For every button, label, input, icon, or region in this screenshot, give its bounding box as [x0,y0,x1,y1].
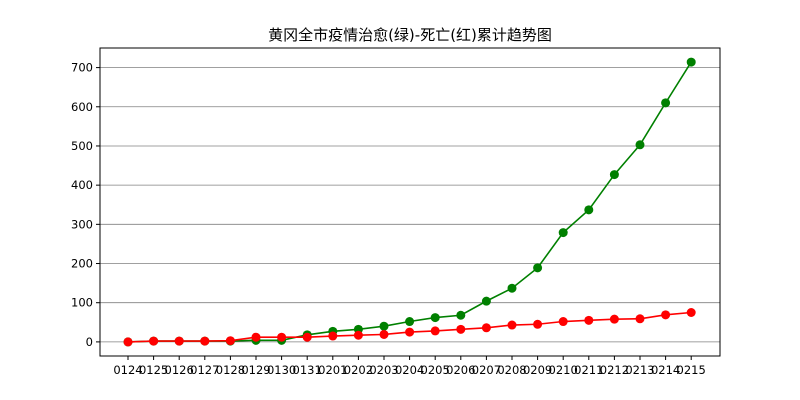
x-tick-label-0206: 0206 [446,363,475,377]
data-point-1-0131 [302,332,312,342]
data-point-1-0125 [149,336,159,346]
x-tick-label-0131: 0131 [293,363,322,377]
data-point-0-0213 [635,140,645,150]
x-tick-label-0205: 0205 [421,363,450,377]
x-tick-label-0210: 0210 [549,363,578,377]
data-point-1-0201 [328,331,338,341]
data-point-0-0211 [584,205,594,215]
x-tick-label-0208: 0208 [497,363,526,377]
x-axis: 0124012501260127012801290130013102010202… [113,356,706,377]
x-tick-label-0124: 0124 [113,363,142,377]
x-tick-label-0211: 0211 [574,363,603,377]
data-point-1-0209 [533,319,543,329]
chart-title: 黄冈全市疫情治愈(绿)-死亡(红)累计趋势图 [268,26,552,44]
x-tick-label-0209: 0209 [523,363,552,377]
x-tick-label-0214: 0214 [651,363,680,377]
data-point-1-0212 [609,314,619,324]
x-tick-label-0125: 0125 [139,363,168,377]
series-1 [123,308,696,347]
y-tick-label-400: 400 [71,178,93,192]
x-tick-label-0215: 0215 [677,363,706,377]
data-point-1-0124 [123,337,133,347]
plot-frame [99,47,721,357]
y-tick-label-100: 100 [71,296,93,310]
x-tick-label-0203: 0203 [369,363,398,377]
data-point-1-0208 [507,320,517,330]
data-point-0-0207 [481,296,491,306]
data-point-0-0214 [661,98,671,108]
data-point-1-0213 [635,314,645,324]
y-tick-label-0: 0 [86,335,93,349]
x-tick-label-0129: 0129 [241,363,270,377]
data-point-1-0130 [277,332,287,342]
x-tick-label-0213: 0213 [625,363,654,377]
data-point-1-0211 [584,315,594,325]
data-point-1-0206 [456,324,466,334]
axes [99,47,721,357]
data-point-1-0204 [405,327,415,337]
x-tick-label-0201: 0201 [318,363,347,377]
y-tick-label-600: 600 [71,100,93,114]
data-point-1-0128 [225,336,235,346]
data-point-1-0210 [558,317,568,327]
data-point-0-0203 [379,321,389,331]
data-point-1-0126 [174,336,184,346]
data-point-1-0129 [251,332,261,342]
data-point-1-0202 [353,330,363,340]
x-tick-label-0130: 0130 [267,363,296,377]
x-tick-label-0207: 0207 [472,363,501,377]
x-tick-label-0212: 0212 [600,363,629,377]
data-point-1-0203 [379,329,389,339]
y-tick-label-500: 500 [71,139,93,153]
data-point-0-0210 [558,228,568,238]
y-tick-label-300: 300 [71,217,93,231]
x-tick-label-0127: 0127 [190,363,219,377]
y-tick-label-200: 200 [71,257,93,271]
series-line-1 [127,311,692,343]
data-point-0-0212 [609,170,619,180]
data-point-0-0208 [507,283,517,293]
data-point-1-0215 [686,308,696,318]
x-tick-label-0202: 0202 [344,363,373,377]
data-point-0-0205 [430,313,440,323]
series-line-0 [127,61,692,343]
grid [100,67,720,343]
y-tick-label-700: 700 [71,61,93,75]
data-point-1-0207 [481,323,491,333]
data-point-1-0127 [200,336,210,346]
series-layer [123,57,696,347]
data-point-0-0204 [405,317,415,327]
data-point-1-0214 [661,310,671,320]
data-point-1-0205 [430,326,440,336]
x-tick-label-0204: 0204 [395,363,424,377]
y-axis: 0 100 200 300 400 500 600 700 [71,61,100,349]
x-tick-label-0126: 0126 [165,363,194,377]
x-tick-label-0128: 0128 [216,363,245,377]
data-point-0-0206 [456,310,466,320]
data-point-0-0209 [533,263,543,273]
data-point-0-0215 [686,57,696,67]
